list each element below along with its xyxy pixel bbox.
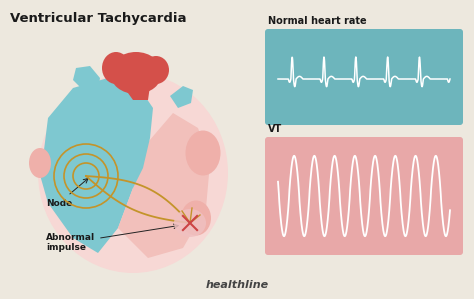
Polygon shape (73, 66, 100, 90)
Text: VT: VT (268, 124, 282, 134)
FancyBboxPatch shape (265, 29, 463, 125)
Ellipse shape (143, 56, 169, 84)
Ellipse shape (174, 209, 206, 237)
Ellipse shape (110, 52, 162, 94)
Polygon shape (38, 78, 148, 253)
FancyBboxPatch shape (265, 137, 463, 255)
Text: Normal heart rate: Normal heart rate (268, 16, 366, 26)
Ellipse shape (102, 52, 130, 84)
Polygon shape (123, 86, 153, 188)
Ellipse shape (181, 201, 211, 236)
Ellipse shape (185, 130, 220, 176)
Polygon shape (118, 113, 210, 258)
Ellipse shape (29, 148, 51, 178)
Polygon shape (123, 86, 150, 100)
Ellipse shape (120, 95, 206, 170)
Text: Ventricular Tachycardia: Ventricular Tachycardia (10, 12, 186, 25)
Text: Abnormal
impulse: Abnormal impulse (46, 224, 178, 252)
Ellipse shape (38, 73, 228, 273)
Polygon shape (170, 86, 193, 108)
Text: Node: Node (46, 179, 88, 208)
Ellipse shape (53, 93, 143, 173)
Text: healthline: healthline (205, 280, 269, 290)
